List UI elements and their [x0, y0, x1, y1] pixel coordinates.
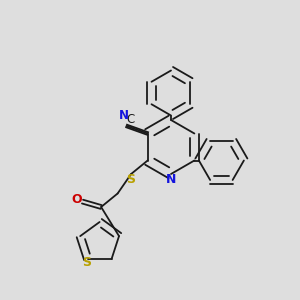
- Text: S: S: [126, 172, 135, 186]
- Text: O: O: [72, 193, 83, 206]
- Text: N: N: [166, 173, 176, 186]
- Text: N: N: [118, 109, 129, 122]
- Text: S: S: [82, 256, 91, 269]
- Text: C: C: [126, 113, 134, 126]
